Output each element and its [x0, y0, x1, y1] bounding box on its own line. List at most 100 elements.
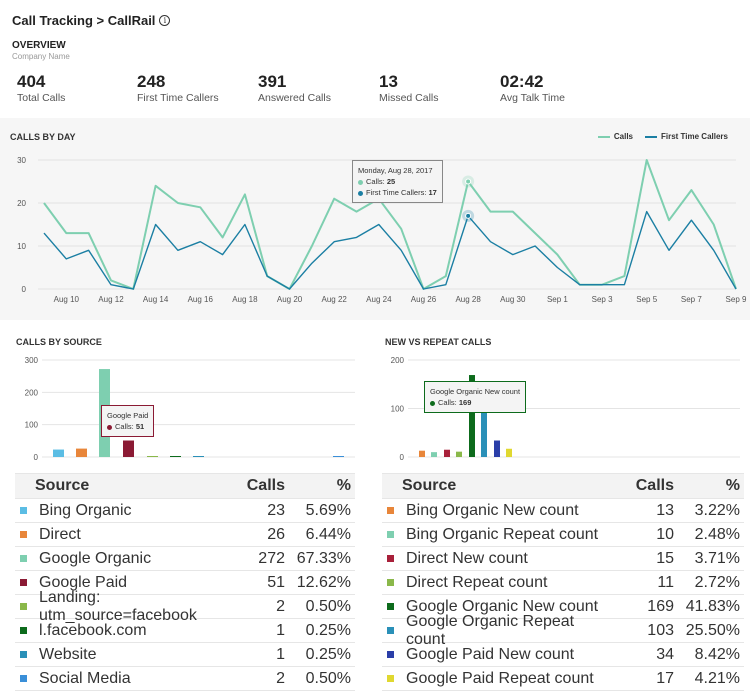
column-header-source[interactable]: Source: [402, 477, 457, 494]
series-swatch: [387, 627, 394, 634]
legend-label: First Time Callers: [661, 132, 728, 141]
table-row[interactable]: Bing Organic 23 5.69%: [15, 499, 355, 523]
page-title: Call Tracking > CallRail: [12, 12, 156, 28]
cell-calls: 17: [656, 669, 674, 687]
cell-source: Google Paid New count: [382, 646, 614, 664]
bar-bing-organic-new-count[interactable]: [419, 450, 425, 457]
table-row[interactable]: Bing Organic Repeat count 10 2.48%: [382, 523, 744, 547]
source-name: Google Paid Repeat count: [406, 669, 594, 687]
series-swatch: [387, 675, 394, 682]
series-swatch: [20, 675, 27, 682]
table-row[interactable]: Google Organic 272 67.33%: [15, 547, 355, 571]
cell-source: Bing Organic New count: [382, 502, 614, 520]
bar-google-paid[interactable]: [123, 440, 134, 457]
cell-calls: 103: [647, 621, 674, 639]
table-row[interactable]: Website 1 0.25%: [15, 643, 355, 667]
cell-pct: 3.71%: [694, 549, 740, 567]
series-line-first-time-callers[interactable]: [43, 210, 737, 290]
new-vs-repeat-chart[interactable]: 0 100 200: [370, 350, 740, 470]
bar-website[interactable]: [193, 456, 204, 457]
tooltip-first-value: 17: [428, 188, 437, 197]
overview-label: OVERVIEW: [12, 40, 66, 51]
cell-calls: 11: [657, 573, 674, 591]
y-tick-label: 0: [400, 453, 405, 462]
column-header-pct[interactable]: %: [725, 477, 740, 494]
table-row[interactable]: Google Paid New count 34 8.42%: [382, 643, 744, 667]
legend-item-first-time-callers[interactable]: First Time Callers: [645, 132, 728, 141]
y-tick-label: 20: [17, 199, 26, 208]
cell-calls: 13: [656, 501, 674, 519]
bar-direct-repeat-count[interactable]: [456, 451, 462, 457]
tooltip-value: 51: [135, 422, 145, 431]
bar-google-organic-repeat-count[interactable]: [481, 407, 487, 457]
cell-source: Direct New count: [382, 550, 614, 568]
info-icon[interactable]: i: [159, 14, 171, 26]
column-header-source[interactable]: Source: [35, 477, 90, 494]
column-header-calls[interactable]: Calls: [635, 477, 674, 494]
column-header-pct[interactable]: %: [336, 477, 351, 494]
x-tick-label: Sep 3: [592, 295, 613, 304]
bar-direct[interactable]: [76, 448, 87, 457]
bar-landing-utm-source-facebook[interactable]: [147, 456, 158, 457]
source-name: Direct: [39, 525, 81, 543]
table-row[interactable]: Google Organic New count 169 41.83%: [382, 595, 744, 619]
source-name: Google Paid New count: [406, 645, 575, 663]
tooltip-value: 169: [458, 398, 472, 407]
tooltip-dot: [358, 179, 363, 185]
bar-google-paid-repeat-count[interactable]: [506, 448, 512, 457]
table-row[interactable]: l.facebook.com 1 0.25%: [15, 619, 355, 643]
table-row[interactable]: Direct New count 15 3.71%: [382, 547, 744, 571]
table-row[interactable]: Landing: utm_source=facebook 2 0.50%: [15, 589, 355, 624]
bar-direct-new-count[interactable]: [444, 449, 450, 457]
x-tick-label: Aug 16: [188, 295, 214, 304]
table-row[interactable]: Bing Organic New count 13 3.22%: [382, 499, 744, 523]
calls-by-day-chart[interactable]: 0 10 20 30 Aug 10 Aug 12 Aug 14 Aug 16 Aug 18 Aug…: [0, 118, 750, 320]
cell-source: Google Paid: [15, 574, 225, 592]
bar-google-paid-new-count[interactable]: [494, 440, 500, 457]
new-vs-repeat-table: Source Calls % Bing Organic New count 13 3…: [382, 473, 744, 691]
cell-calls: 169: [647, 597, 674, 615]
bar-l-facebook-com[interactable]: [170, 456, 181, 457]
bar-social-media[interactable]: [333, 456, 344, 457]
series-swatch: [387, 579, 394, 586]
series-line-calls[interactable]: [43, 159, 737, 290]
cell-calls: 1: [276, 621, 285, 639]
table-row[interactable]: Google Paid 51 12.62%: [15, 571, 355, 595]
series-swatch: [20, 651, 27, 658]
series-swatch: [20, 507, 27, 514]
kpi-row: 404 Total Calls 248 First Time Callers 3…: [17, 72, 717, 108]
cell-calls: 1: [276, 645, 285, 663]
cell-pct: 0.50%: [305, 669, 351, 687]
cell-source: Landing: utm_source=facebook: [15, 589, 225, 625]
calls-by-source-chart[interactable]: 0 100 200 300: [0, 350, 360, 470]
bar-bing-organic-repeat-count[interactable]: [431, 452, 437, 457]
series-swatch: [20, 531, 27, 538]
bar-google-organic-new-count[interactable]: [469, 375, 475, 457]
data-point[interactable]: [465, 178, 472, 185]
bar-bing-organic[interactable]: [53, 449, 64, 457]
table-row[interactable]: Direct Repeat count 11 2.72%: [382, 571, 744, 595]
column-header-calls[interactable]: Calls: [246, 477, 285, 494]
cell-source: Google Organic: [15, 550, 225, 568]
legend-item-calls[interactable]: Calls: [597, 132, 633, 141]
source-name: Landing: utm_source=facebook: [39, 588, 197, 624]
data-point[interactable]: [465, 212, 472, 219]
cell-pct: 0.50%: [305, 597, 351, 615]
table-row[interactable]: Google Paid Repeat count 17 4.21%: [382, 667, 744, 691]
table-row[interactable]: Direct 26 6.44%: [15, 523, 355, 547]
y-tick-label: 30: [17, 156, 26, 165]
cell-pct: 3.22%: [694, 501, 740, 519]
cell-pct: 67.33%: [296, 549, 351, 567]
cell-pct: 0.25%: [305, 621, 351, 639]
source-name: Google Organic New count: [406, 597, 599, 615]
source-name: Bing Organic Repeat count: [406, 525, 599, 543]
y-tick-label: 0: [34, 453, 39, 462]
table-row[interactable]: Social Media 2 0.50%: [15, 667, 355, 691]
cell-pct: 6.44%: [305, 525, 351, 543]
cell-calls: 23: [267, 501, 285, 519]
table-row[interactable]: Google Organic Repeat count 103 25.50%: [382, 613, 744, 648]
cell-pct: 5.69%: [305, 501, 351, 519]
x-tick-label: Aug 22: [322, 295, 348, 304]
x-tick-label: Sep 5: [636, 295, 657, 304]
calls-by-day-tooltip: Monday, Aug 28, 2017 Calls: 25 First Tim…: [352, 160, 443, 203]
